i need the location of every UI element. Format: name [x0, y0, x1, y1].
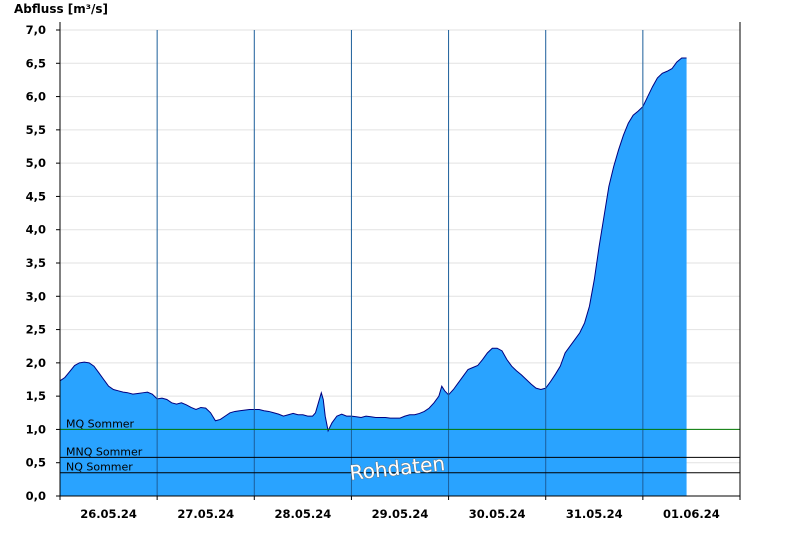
- y-tick-label-2: 1,0: [26, 422, 46, 436]
- ref-label-2: NQ Sommer: [66, 461, 133, 474]
- y-tick-label-14: 7,0: [26, 23, 46, 37]
- y-tick-label-9: 4,5: [26, 189, 46, 203]
- y-tick-label-7: 3,5: [26, 256, 46, 270]
- y-tick-label-13: 6,5: [26, 56, 46, 70]
- x-tick-label-5: 31.05.24: [566, 507, 623, 521]
- grid: [60, 29, 740, 464]
- y-tick-label-11: 5,5: [26, 123, 46, 137]
- x-tick-label-0: 26.05.24: [80, 507, 137, 521]
- axes: [59, 22, 741, 497]
- reference-lines: MQ Sommer MNQ Sommer NQ Sommer: [60, 417, 740, 474]
- y-tick-label-4: 2,0: [26, 356, 46, 370]
- y-axis-label: Abfluss [m³/s]: [14, 2, 108, 16]
- x-tick-label-4: 30.05.24: [469, 507, 526, 521]
- y-ticks: 0,0 0,5 1,0 1,5 2,0 2,5 3,0 3,5 4,0 4,5 5,0 5,5 6,0 6…: [26, 23, 60, 503]
- ref-label-0: MQ Sommer: [66, 417, 135, 430]
- y-tick-label-5: 2,5: [26, 323, 46, 337]
- y-tick-label-0: 0,0: [26, 489, 46, 503]
- discharge-line: [59, 57, 687, 433]
- x-tick-label-2: 28.05.24: [274, 507, 331, 521]
- discharge-area: [59, 30, 687, 497]
- ref-label-1: MNQ Sommer: [66, 445, 143, 458]
- y-tick-label-12: 6,0: [26, 90, 46, 104]
- y-tick-label-8: 4,0: [26, 223, 46, 237]
- y-tick-label-6: 3,0: [26, 289, 46, 303]
- x-tick-label-6: 01.06.24: [663, 507, 720, 521]
- x-tick-label-1: 27.05.24: [177, 507, 234, 521]
- y-tick-label-3: 1,5: [26, 389, 46, 403]
- y-tick-label-10: 5,0: [26, 156, 46, 170]
- x-tick-label-3: 29.05.24: [372, 507, 429, 521]
- x-ticks: 26.05.24 27.05.24 28.05.24 29.05.24 30.05.24…: [59, 496, 741, 521]
- y-tick-label-1: 0,5: [26, 456, 46, 470]
- discharge-fill: [60, 57, 687, 497]
